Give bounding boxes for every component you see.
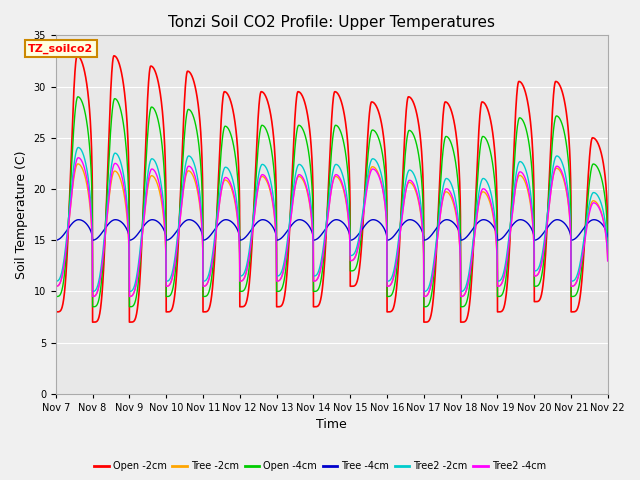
Title: Tonzi Soil CO2 Profile: Upper Temperatures: Tonzi Soil CO2 Profile: Upper Temperatur…: [168, 15, 495, 30]
Tree -2cm: [74, 161, 82, 167]
Tree2 -4cm: [571, 282, 579, 288]
Open -4cm: [348, 268, 356, 274]
Open -2cm: [74, 53, 81, 59]
Tree -2cm: [571, 282, 579, 288]
Legend: Open -2cm, Tree -2cm, Open -4cm, Tree -4cm, Tree2 -2cm, Tree2 -4cm: Open -2cm, Tree -2cm, Open -4cm, Tree -4…: [90, 457, 550, 475]
Open -4cm: [206, 284, 214, 290]
Tree2 -4cm: [604, 258, 612, 264]
Tree -4cm: [604, 234, 612, 240]
Tree2 -2cm: [89, 288, 97, 294]
Tree -4cm: [52, 237, 60, 243]
Line: Open -2cm: Open -2cm: [56, 56, 608, 322]
Tree2 -2cm: [360, 199, 368, 204]
Open -2cm: [604, 225, 612, 231]
Tree -2cm: [493, 244, 500, 250]
Line: Tree2 -4cm: Tree2 -4cm: [56, 158, 608, 297]
Open -4cm: [52, 294, 60, 300]
Open -4cm: [556, 115, 563, 121]
Tree2 -4cm: [556, 165, 563, 170]
Tree -2cm: [206, 271, 214, 277]
Tree2 -2cm: [604, 252, 612, 257]
Tree -2cm: [556, 167, 563, 173]
Y-axis label: Soil Temperature (C): Soil Temperature (C): [15, 150, 28, 279]
Open -4cm: [360, 201, 368, 206]
Open -4cm: [89, 304, 97, 310]
Tree -4cm: [556, 217, 563, 223]
Tree2 -2cm: [348, 252, 356, 258]
Tree2 -2cm: [206, 265, 214, 271]
Tree -4cm: [571, 236, 579, 242]
Line: Open -4cm: Open -4cm: [56, 97, 608, 307]
Tree -2cm: [604, 258, 612, 264]
Tree -4cm: [360, 224, 367, 230]
Tree -4cm: [492, 229, 500, 235]
Open -2cm: [556, 82, 563, 87]
Open -2cm: [52, 309, 60, 315]
Tree2 -2cm: [571, 277, 579, 283]
Open -2cm: [89, 319, 97, 325]
Open -2cm: [206, 302, 214, 308]
Tree -2cm: [89, 294, 97, 300]
Tree2 -4cm: [52, 283, 60, 289]
Tree -2cm: [348, 258, 356, 264]
Open -2cm: [571, 309, 579, 314]
Open -2cm: [348, 283, 356, 289]
Tree -4cm: [75, 217, 83, 223]
Tree -4cm: [348, 237, 356, 243]
X-axis label: Time: Time: [316, 419, 347, 432]
Open -4cm: [493, 206, 500, 212]
Line: Tree -4cm: Tree -4cm: [56, 220, 608, 240]
Tree2 -4cm: [89, 294, 97, 300]
Open -4cm: [571, 293, 579, 299]
Line: Tree -2cm: Tree -2cm: [56, 164, 608, 297]
Tree2 -2cm: [52, 278, 60, 284]
Open -2cm: [493, 180, 500, 185]
Tree -4cm: [206, 233, 214, 239]
Tree -2cm: [52, 283, 60, 289]
Line: Tree2 -2cm: Tree2 -2cm: [56, 147, 608, 291]
Tree2 -2cm: [556, 155, 563, 160]
Tree2 -4cm: [74, 155, 82, 161]
Tree2 -4cm: [206, 271, 214, 277]
Open -2cm: [360, 202, 368, 207]
Tree2 -4cm: [493, 242, 500, 248]
Text: TZ_soilco2: TZ_soilco2: [28, 44, 93, 54]
Tree2 -2cm: [74, 144, 82, 150]
Tree2 -4cm: [348, 258, 356, 264]
Open -4cm: [74, 94, 82, 100]
Tree2 -4cm: [360, 207, 368, 213]
Open -4cm: [604, 240, 612, 246]
Tree -2cm: [360, 204, 368, 210]
Tree2 -2cm: [493, 234, 500, 240]
